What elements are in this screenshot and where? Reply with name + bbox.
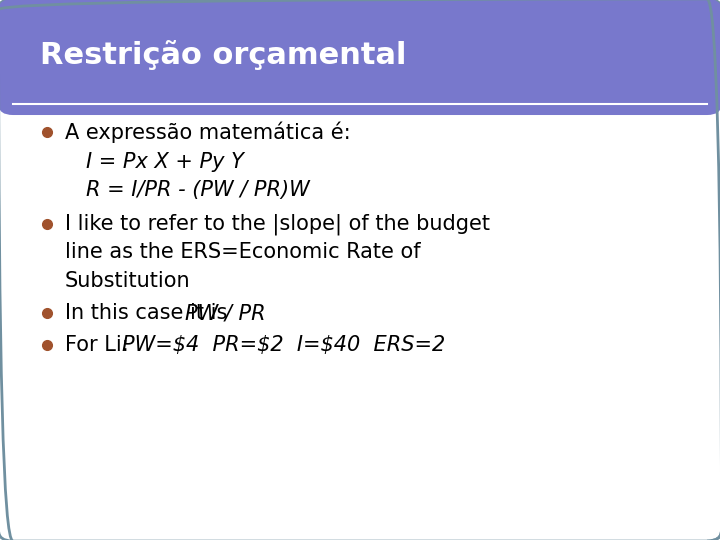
Text: PW / PR: PW / PR: [185, 303, 266, 323]
Bar: [13, 57, 707, 104]
Text: In this case it is: In this case it is: [65, 303, 234, 323]
Text: R = I/PR - (PW / PR)W: R = I/PR - (PW / PR)W: [86, 180, 310, 200]
Text: line as the ERS=Economic Rate of: line as the ERS=Economic Rate of: [65, 242, 420, 262]
Text: PW=$4  PR=$2  I=$40  ERS=2: PW=$4 PR=$2 I=$40 ERS=2: [122, 335, 445, 355]
Text: Restrição orçamental: Restrição orçamental: [40, 40, 406, 70]
Text: I like to refer to the |slope| of the budget: I like to refer to the |slope| of the bu…: [65, 213, 490, 235]
Text: A expressão matemática é:: A expressão matemática é:: [65, 122, 351, 143]
Text: Substitution: Substitution: [65, 271, 190, 291]
Text: For Li:: For Li:: [65, 335, 142, 355]
FancyBboxPatch shape: [0, 0, 720, 115]
Text: I = Px X + Py Y: I = Px X + Py Y: [86, 152, 244, 172]
